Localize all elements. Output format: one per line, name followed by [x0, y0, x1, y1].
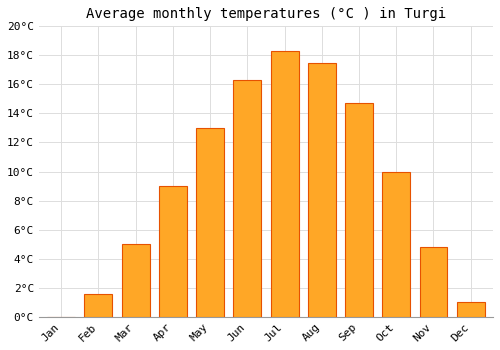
- Title: Average monthly temperatures (°C ) in Turgi: Average monthly temperatures (°C ) in Tu…: [86, 7, 446, 21]
- Bar: [345, 103, 373, 317]
- Bar: [234, 80, 262, 317]
- Bar: [308, 63, 336, 317]
- Bar: [382, 172, 410, 317]
- Bar: [270, 51, 298, 317]
- Bar: [122, 244, 150, 317]
- Bar: [457, 302, 484, 317]
- Bar: [420, 247, 448, 317]
- Bar: [196, 128, 224, 317]
- Bar: [159, 186, 187, 317]
- Bar: [84, 294, 112, 317]
